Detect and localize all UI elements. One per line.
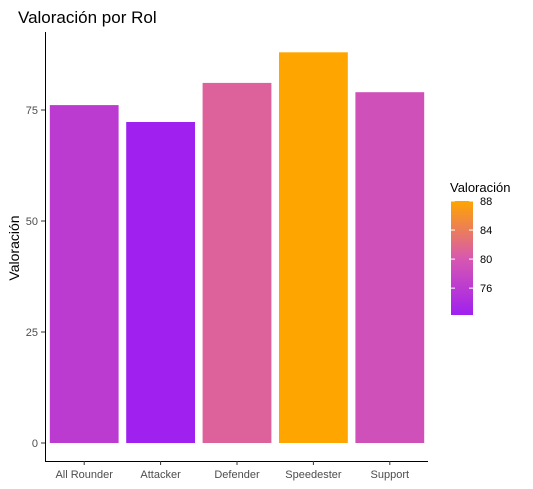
x-tick-label: Speedester [285,469,342,481]
legend-tick-label: 76 [480,283,492,295]
legend-tick-label: 80 [480,254,492,266]
bar-support [355,92,425,443]
legend-tick-label: 84 [480,225,492,237]
y-tick-label: 75 [26,105,38,117]
bar-attacker [126,122,195,443]
y-tick-label: 0 [32,438,38,450]
x-tick-label: Support [371,469,410,481]
legend-title: Valoración [450,180,510,195]
legend-tick-label: 88 [480,196,492,208]
x-ticks-group: All Rounder Attacker Defender Speedester Sup… [55,461,409,481]
y-tick-label: 50 [26,216,38,228]
legend: Valoración 76 80 84 88 [450,180,510,315]
y-axis-title: Valoración [6,215,22,280]
y-ticks-group: 0 25 50 75 [26,105,45,450]
bar-speedester [279,52,348,444]
legend-colorbar [451,201,473,315]
legend-ticks-group: 76 80 84 88 [451,196,492,295]
y-tick-label: 25 [26,327,38,339]
x-tick-label: Defender [214,469,260,481]
bar-defender [202,82,272,444]
x-tick-label: Attacker [140,469,181,481]
x-tick-label: All Rounder [55,469,113,481]
bar-all-rounder [49,105,119,443]
chart-title: Valoración por Rol [18,8,157,27]
bars-group [49,52,425,444]
